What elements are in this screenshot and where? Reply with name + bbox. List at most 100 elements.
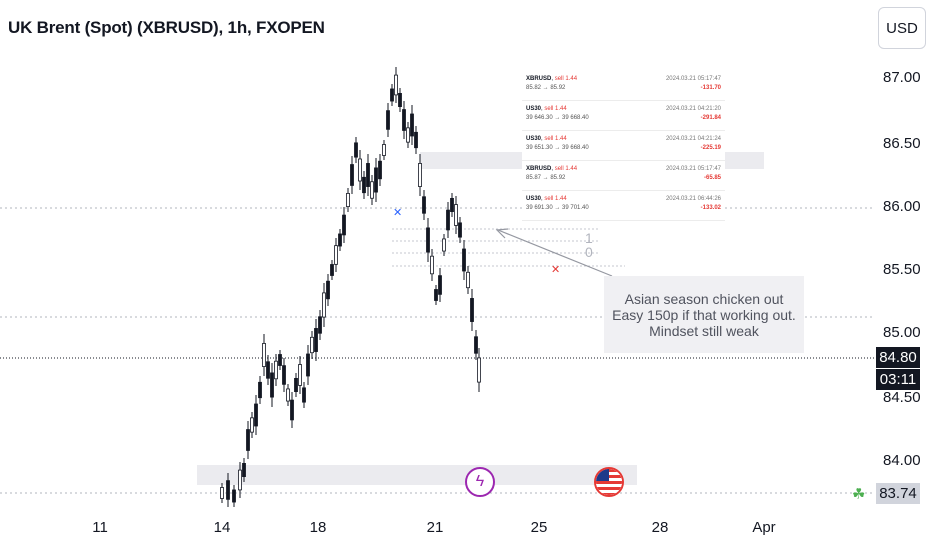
candle-body: [330, 264, 334, 276]
time-label: 11: [92, 519, 108, 536]
price-label: 84.00: [883, 452, 921, 469]
candle-body: [462, 248, 466, 272]
candle-body: [242, 462, 246, 477]
candle-body: [458, 222, 462, 238]
candle-body: [358, 158, 362, 182]
candle-body: [398, 93, 402, 108]
candle-body: [422, 196, 426, 214]
candle-body: [246, 429, 250, 451]
candle-body: [326, 280, 330, 300]
fib-label-1: 1: [585, 230, 593, 246]
trade-row[interactable]: XBRUSD, sell 1.44 85.87 → 85.92 2024.03.…: [522, 161, 725, 191]
candle-body: [258, 381, 262, 399]
candle-body: [334, 245, 338, 265]
trade-row[interactable]: US30, sell 1.44 39 691.30 → 39 701.40 20…: [522, 191, 725, 221]
candle-body: [418, 163, 422, 187]
candle-body: [362, 176, 366, 194]
price-label: 84.50: [883, 389, 921, 406]
candle-body: [294, 377, 298, 392]
candle-body: [394, 74, 398, 96]
candle-body: [282, 365, 286, 385]
candle-body: [354, 142, 358, 158]
candle-body: [342, 214, 346, 236]
candle-body: [414, 131, 418, 149]
candle-body: [402, 109, 406, 131]
countdown-tag: 03:11: [876, 369, 920, 390]
candle-body: [232, 489, 236, 503]
candle-body: [446, 209, 450, 231]
candle-body: [226, 480, 230, 500]
price-label: 86.50: [883, 135, 921, 152]
candle-body: [378, 160, 382, 180]
chart-title: UK Brent (Spot) (XBRUSD), 1h, FXOPEN: [8, 18, 325, 37]
candle-body: [406, 127, 410, 143]
price-label: 87.00: [883, 69, 921, 86]
candle-body: [286, 388, 290, 402]
exit-marker: ✕: [551, 263, 560, 276]
time-label: 25: [530, 519, 548, 536]
fib-retracement[interactable]: [392, 228, 625, 267]
candle-body: [470, 298, 474, 322]
time-label: 21: [426, 519, 444, 536]
candle-body: [390, 88, 394, 102]
candle-body: [278, 354, 282, 366]
candle-body: [386, 110, 390, 130]
time-label: 28: [651, 519, 669, 536]
candle-body: [434, 289, 438, 301]
candle-body: [220, 487, 224, 499]
time-label: 14: [213, 519, 231, 536]
candle-body: [370, 181, 374, 199]
candle-body: [410, 113, 414, 137]
low-price-tag: 83.74: [876, 483, 920, 504]
currency-button[interactable]: USD: [878, 7, 926, 49]
candle-body: [314, 328, 318, 352]
candle-body: [350, 164, 354, 186]
time-label: Apr: [752, 519, 776, 536]
candle-body: [306, 353, 310, 377]
candle-body: [477, 357, 481, 383]
trade-row[interactable]: US30, sell 1.44 39 651.30 → 39 668.40 20…: [522, 131, 725, 161]
candle-body: [262, 343, 266, 367]
candle-body: [450, 197, 454, 212]
lightning-bolt-icon[interactable]: ϟ: [465, 467, 495, 497]
candle-body: [366, 163, 370, 187]
candle-body: [474, 336, 478, 354]
candle-body: [290, 399, 294, 421]
clover-icon[interactable]: ☘: [852, 486, 866, 503]
trade-row[interactable]: XBRUSD, sell 1.44 85.82 → 85.92 2024.03.…: [522, 71, 725, 101]
candle-body: [254, 403, 258, 427]
candle-body: [430, 255, 434, 275]
candle-body: [454, 204, 458, 226]
support-zone: [197, 465, 637, 485]
entry-marker: ✕: [393, 206, 402, 219]
candle-body: [318, 316, 322, 334]
candle-body: [466, 271, 470, 289]
candle-body: [426, 227, 430, 253]
candle-body: [346, 192, 350, 207]
candle-body: [310, 336, 314, 354]
note-line: Easy 150p if that working out.: [612, 306, 796, 323]
note-line: Mindset still weak: [649, 322, 759, 339]
candle-body: [374, 167, 378, 193]
candle-body: [270, 372, 274, 398]
candle-body: [338, 233, 342, 247]
candle-body: [382, 144, 386, 156]
candle-body: [274, 360, 278, 380]
trade-row[interactable]: US30, sell 1.44 39 646.30 → 39 668.40 20…: [522, 101, 725, 131]
candle-body: [442, 238, 446, 252]
current-price-tag: 84.80: [876, 347, 920, 368]
candle-body: [322, 292, 326, 318]
candle-body: [298, 364, 302, 386]
us-flag-icon[interactable]: [594, 467, 624, 497]
price-label: 86.00: [883, 198, 921, 215]
candle-body: [250, 417, 254, 433]
candle-body: [266, 361, 270, 379]
fib-label-0: 0: [585, 244, 593, 260]
time-label: 18: [309, 519, 327, 536]
candle-body: [438, 275, 442, 295]
annotation-note[interactable]: Asian season chicken out Easy 150p if th…: [604, 276, 804, 353]
candle-body: [302, 387, 306, 403]
price-label: 85.50: [883, 261, 921, 278]
price-label: 85.00: [883, 324, 921, 341]
